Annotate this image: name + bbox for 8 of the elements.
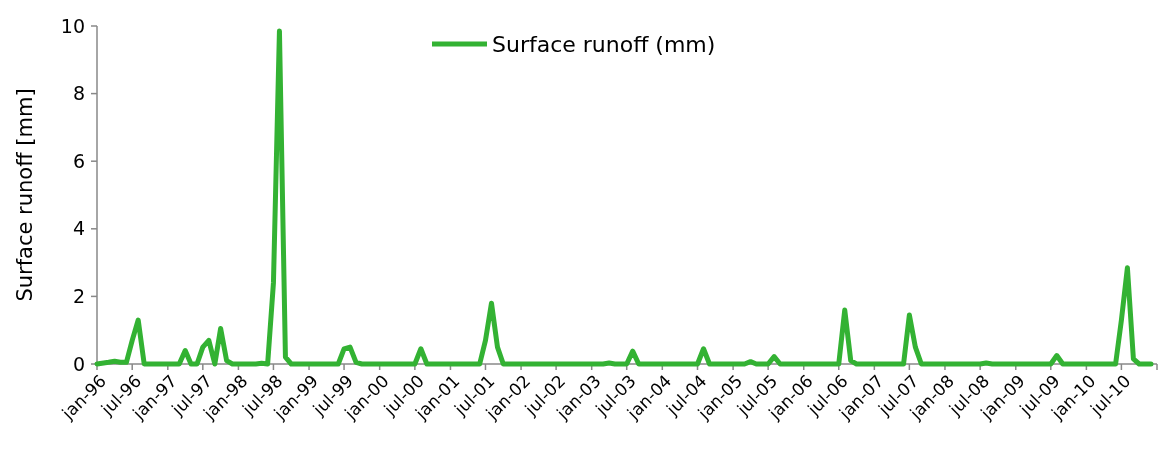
y-axis-title: Surface runoff [mm]	[13, 88, 37, 302]
y-tick-label: 0	[72, 352, 85, 375]
y-tick-label: 6	[72, 149, 85, 172]
y-tick-label: 4	[72, 217, 85, 240]
y-tick-label: 8	[72, 82, 85, 105]
legend-label: Surface runoff (mm)	[492, 31, 716, 57]
y-tick-label: 2	[72, 285, 85, 308]
y-tick-label: 10	[60, 14, 85, 37]
